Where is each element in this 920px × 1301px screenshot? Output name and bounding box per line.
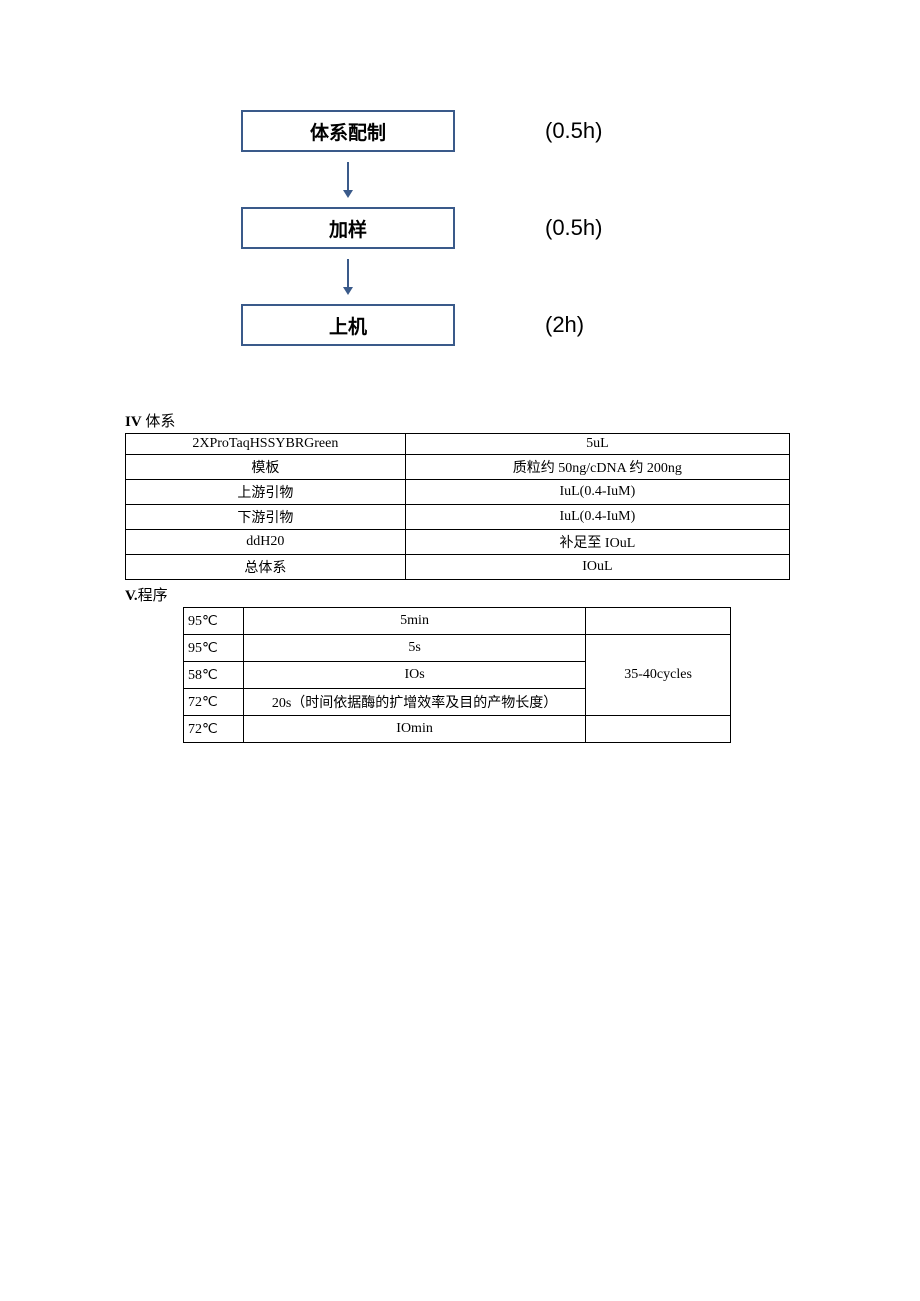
table-row: 模板 质粒约 50ng/cDNA 约 200ng [126, 455, 790, 480]
flow-time-1: (0.5h) [545, 118, 602, 144]
component-cell: 下游引物 [126, 505, 406, 530]
table-row: 2XProTaqHSSYBRGreen 5uL [126, 434, 790, 455]
temp-cell: 72℃ [184, 716, 244, 743]
program-table: 95℃ 5min 95℃ 5s 35-40cycles 58℃ IOs 72℃ … [183, 607, 731, 743]
temp-cell: 58℃ [184, 662, 244, 689]
table-row: 95℃ 5min [184, 608, 731, 635]
amount-cell: IuL(0.4-IuM) [405, 505, 789, 530]
section-v-title: 程序 [138, 588, 168, 604]
temp-cell: 72℃ [184, 689, 244, 716]
flow-step-3: 上机 [241, 304, 455, 346]
flow-arrow-1 [347, 162, 349, 196]
flowchart: 体系配制 (0.5h) 加样 (0.5h) 上机 (2h) [125, 110, 795, 390]
system-table: 2XProTaqHSSYBRGreen 5uL 模板 质粒约 50ng/cDNA… [125, 433, 790, 580]
duration-cell: 5min [243, 608, 585, 635]
component-cell: 总体系 [126, 555, 406, 580]
section-v-heading: V.程序 [125, 584, 795, 605]
flow-step-2-label: 加样 [329, 215, 367, 242]
amount-cell: 补足至 IOuL [405, 530, 789, 555]
amount-cell: IOuL [405, 555, 789, 580]
table-row: 总体系 IOuL [126, 555, 790, 580]
table-row: 上游引物 IuL(0.4-IuM) [126, 480, 790, 505]
component-cell: 上游引物 [126, 480, 406, 505]
table-row: ddH20 补足至 IOuL [126, 530, 790, 555]
flow-time-3: (2h) [545, 312, 584, 338]
component-cell: ddH20 [126, 530, 406, 555]
flow-step-1-label: 体系配制 [310, 118, 386, 145]
flow-arrow-2 [347, 259, 349, 293]
table-row: 95℃ 5s 35-40cycles [184, 635, 731, 662]
amount-cell: IuL(0.4-IuM) [405, 480, 789, 505]
flow-step-2: 加样 [241, 207, 455, 249]
duration-cell: IOmin [243, 716, 585, 743]
cycles-cell-empty [586, 716, 731, 743]
section-iv-roman: IV [125, 414, 142, 430]
flow-step-3-label: 上机 [329, 312, 367, 339]
section-iv-title: 体系 [145, 414, 175, 430]
amount-cell: 质粒约 50ng/cDNA 约 200ng [405, 455, 789, 480]
duration-cell: 5s [243, 635, 585, 662]
temp-cell: 95℃ [184, 635, 244, 662]
temp-cell: 95℃ [184, 608, 244, 635]
duration-cell: IOs [243, 662, 585, 689]
component-cell: 模板 [126, 455, 406, 480]
duration-cell: 20s（时间依据酶的扩增效率及目的产物长度） [243, 689, 585, 716]
component-cell: 2XProTaqHSSYBRGreen [126, 434, 406, 455]
flow-step-1: 体系配制 [241, 110, 455, 152]
amount-cell: 5uL [405, 434, 789, 455]
cycles-cell: 35-40cycles [586, 635, 731, 716]
section-iv-heading: IV 体系 [125, 410, 795, 431]
flow-time-2: (0.5h) [545, 215, 602, 241]
cycles-cell-empty [586, 608, 731, 635]
table-row: 72℃ IOmin [184, 716, 731, 743]
section-v-roman: V. [125, 588, 138, 604]
table-row: 下游引物 IuL(0.4-IuM) [126, 505, 790, 530]
